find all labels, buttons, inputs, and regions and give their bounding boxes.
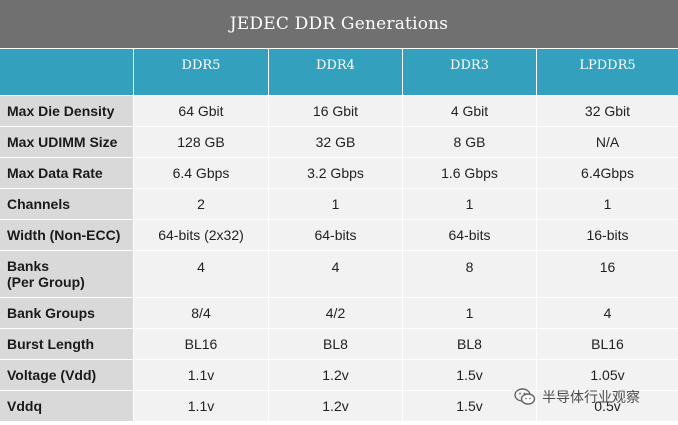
table-cell: 64-bits (2x32) xyxy=(134,220,269,251)
table-cell: 8 xyxy=(403,251,537,298)
row-label: Width (Non-ECC) xyxy=(0,220,134,251)
table-cell: BL16 xyxy=(537,329,678,360)
header-row: DDR5 DDR4 DDR3 LPDDR5 xyxy=(0,49,678,96)
table-cell: 1.2v xyxy=(269,360,403,391)
table-cell: 6.4 Gbps xyxy=(134,158,269,189)
table-cell: 4 Gbit xyxy=(403,96,537,127)
table-cell: 6.4Gbps xyxy=(537,158,678,189)
column-header-ddr4: DDR4 xyxy=(269,49,403,96)
table-cell: 4 xyxy=(134,251,269,298)
table-row: Width (Non-ECC) 64-bits (2x32) 64-bits 6… xyxy=(0,220,678,251)
table-cell: 128 GB xyxy=(134,127,269,158)
table-cell: 1.5v xyxy=(403,360,537,391)
table-row: Max Data Rate 6.4 Gbps 3.2 Gbps 1.6 Gbps… xyxy=(0,158,678,189)
table-title: JEDEC DDR Generations xyxy=(0,0,678,48)
row-label: Max Die Density xyxy=(0,96,134,127)
row-label: Channels xyxy=(0,189,134,220)
table-row: Bank Groups 8/4 4/2 1 4 xyxy=(0,298,678,329)
table-cell: 3.2 Gbps xyxy=(269,158,403,189)
row-label: Vddq xyxy=(0,391,134,422)
table-row: Channels 2 1 1 1 xyxy=(0,189,678,220)
table-cell: 4/2 xyxy=(269,298,403,329)
table-cell: 8/4 xyxy=(134,298,269,329)
header-corner-cell xyxy=(0,49,134,96)
table-cell: 1 xyxy=(537,189,678,220)
table-cell: 16 xyxy=(537,251,678,298)
table-row: Max Die Density 64 Gbit 16 Gbit 4 Gbit 3… xyxy=(0,96,678,127)
row-label-line-1: Banks xyxy=(7,258,50,274)
table-cell: 4 xyxy=(537,298,678,329)
table-cell: 32 Gbit xyxy=(537,96,678,127)
table-cell: 4 xyxy=(269,251,403,298)
table-cell: 1 xyxy=(269,189,403,220)
table-cell: 1 xyxy=(403,298,537,329)
column-header-lpddr5: LPDDR5 xyxy=(537,49,678,96)
table-cell: BL8 xyxy=(403,329,537,360)
table-cell: 16-bits xyxy=(537,220,678,251)
row-label: Bank Groups xyxy=(0,298,134,329)
table-cell: 64 Gbit xyxy=(134,96,269,127)
table-cell: BL16 xyxy=(134,329,269,360)
table-cell: 1 xyxy=(403,189,537,220)
watermark: 半导体行业观察 xyxy=(514,386,640,408)
table-cell: 1.6 Gbps xyxy=(403,158,537,189)
table-row: Voltage (Vdd) 1.1v 1.2v 1.5v 1.05v xyxy=(0,360,678,391)
table-cell: 1.1v xyxy=(134,391,269,422)
ddr-spec-table: DDR5 DDR4 DDR3 LPDDR5 Max Die Density 64… xyxy=(0,49,678,422)
table-cell: 2 xyxy=(134,189,269,220)
table-cell: 64-bits xyxy=(403,220,537,251)
table-row: Max UDIMM Size 128 GB 32 GB 8 GB N/A xyxy=(0,127,678,158)
table-cell: BL8 xyxy=(269,329,403,360)
table-cell: N/A xyxy=(537,127,678,158)
row-label: Burst Length xyxy=(0,329,134,360)
wechat-icon xyxy=(514,388,536,405)
row-label: Banks (Per Group) xyxy=(0,251,134,298)
table-cell: 0.5v xyxy=(537,391,678,422)
row-label: Voltage (Vdd) xyxy=(0,360,134,391)
row-label-line-2: (Per Group) xyxy=(7,274,85,290)
table-cell: 1.05v xyxy=(537,360,678,391)
table-row: Banks (Per Group) 4 4 8 16 xyxy=(0,251,678,298)
table-cell: 8 GB xyxy=(403,127,537,158)
row-label: Max Data Rate xyxy=(0,158,134,189)
table-row: Burst Length BL16 BL8 BL8 BL16 xyxy=(0,329,678,360)
watermark-text: 半导体行业观察 xyxy=(542,390,640,406)
table-cell: 1.2v xyxy=(269,391,403,422)
row-label: Max UDIMM Size xyxy=(0,127,134,158)
column-header-ddr3: DDR3 xyxy=(403,49,537,96)
table-cell: 32 GB xyxy=(269,127,403,158)
table-cell: 64-bits xyxy=(269,220,403,251)
table-cell: 16 Gbit xyxy=(269,96,403,127)
column-header-ddr5: DDR5 xyxy=(134,49,269,96)
table-row: Vddq 1.1v 1.2v 1.5v 0.5v xyxy=(0,391,678,422)
table-cell: 1.1v xyxy=(134,360,269,391)
